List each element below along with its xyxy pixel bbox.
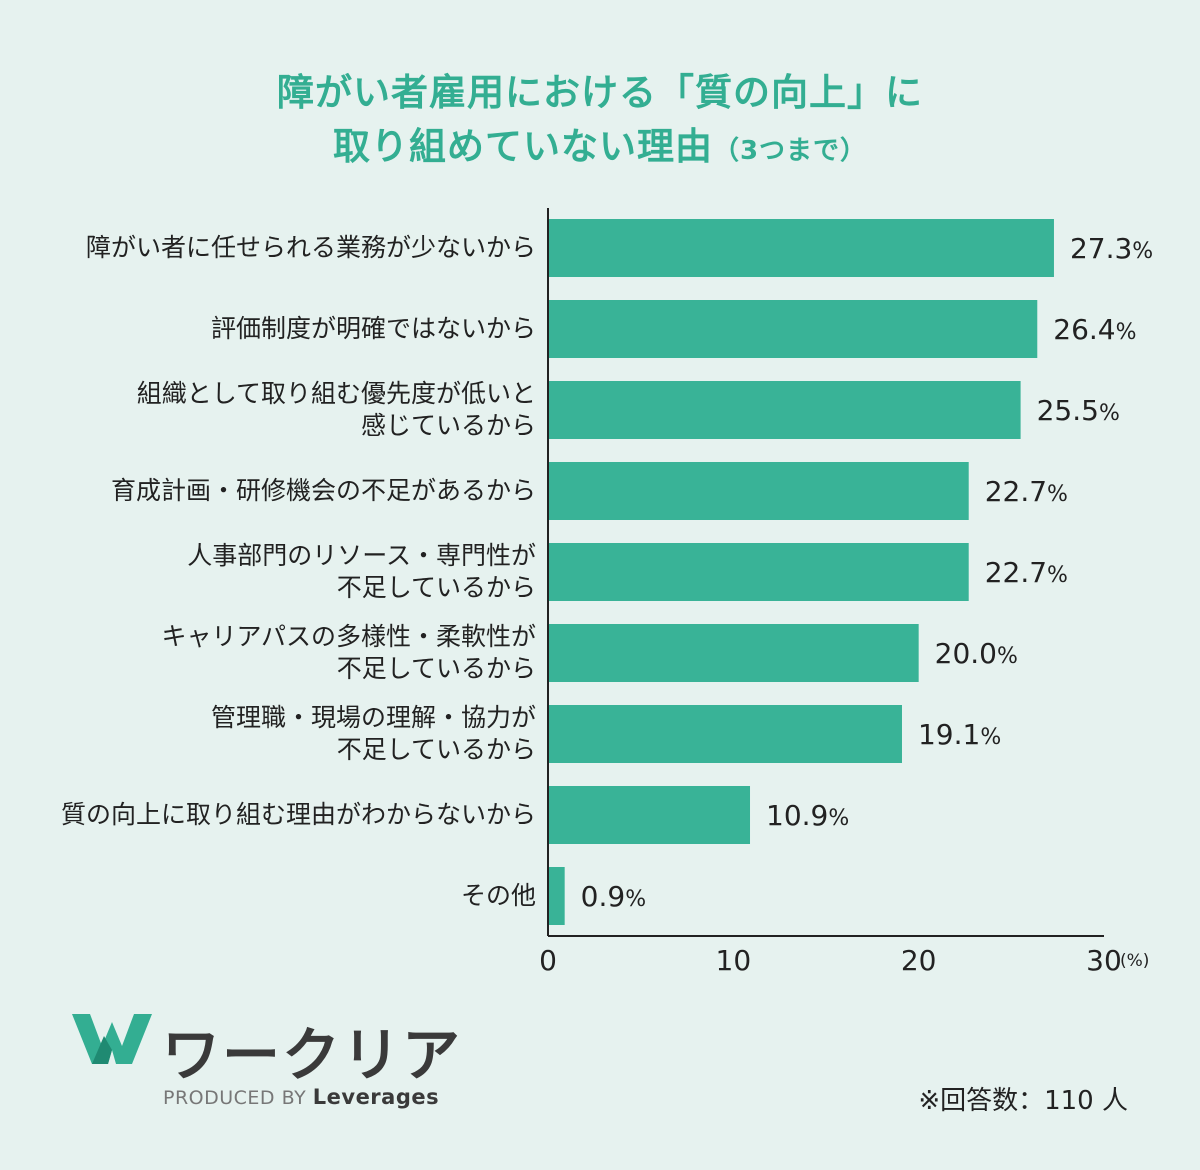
data-label: 10.9% [766,799,849,832]
category-label: 人事部門のリソース・専門性が不足しているから [16,540,536,604]
category-label: 組織として取り組む優先度が低いと感じているから [16,378,536,442]
x-tick-label: 10 [716,944,752,977]
chart-title-line1: 障がい者雇用における「質の向上」に [277,71,923,114]
category-label-line: 質の向上に取り組む理由がわからないから [60,800,536,829]
data-label-value: 19.1 [918,718,980,751]
bar [548,300,1038,358]
category-label-line: 不足しているから [336,735,536,764]
category-label: キャリアパスの多様性・柔軟性が不足しているから [16,621,536,685]
x-tick-label: 0 [539,944,557,977]
category-label-line: 組織として取り組む優先度が低いと [136,379,536,408]
category-label-line: 不足しているから [336,573,536,602]
data-label-unit: % [1116,320,1137,345]
category-label-line: 不足しているから [336,654,536,683]
bar [548,543,969,601]
category-label-line: 障がい者に任せられる業務が少ないから [85,233,536,262]
category-label-line: 感じているから [360,411,536,440]
data-label-value: 22.7 [985,556,1047,589]
data-label: 25.5% [1037,394,1120,427]
data-label: 22.7% [985,475,1068,508]
data-label: 19.1% [918,718,1001,751]
category-label-line: 管理職・現場の理解・協力が [210,703,536,732]
data-label: 20.0% [935,637,1018,670]
bar [548,786,751,844]
chart-title-note: （3つまで） [712,136,868,166]
workclear-logo-icon [72,1014,152,1064]
company-name: Leverages [312,1085,440,1109]
data-label-unit: % [997,644,1018,669]
category-label: 管理職・現場の理解・協力が不足しているから [16,702,536,766]
data-label-value: 10.9 [766,799,828,832]
x-axis-unit: (%) [1120,951,1149,971]
bar [548,381,1021,439]
data-label-unit: % [980,725,1001,750]
data-label-unit: % [828,806,849,831]
data-label-unit: % [1047,563,1068,588]
data-label-value: 25.5 [1037,394,1099,427]
category-label: その他 [16,880,536,912]
category-label: 質の向上に取り組む理由がわからないから [16,799,536,831]
data-label-value: 27.3 [1070,232,1132,265]
x-tick-label: 30 [1086,944,1122,977]
data-label: 0.9% [581,880,646,913]
brand-name: ワークリア [162,1021,463,1089]
data-label-value: 20.0 [935,637,997,670]
data-label-value: 22.7 [985,475,1047,508]
produced-by-label: PRODUCED BY [163,1087,307,1109]
category-label-line: 評価制度が明確ではないから [210,314,536,343]
bar [548,219,1054,277]
data-label: 26.4% [1053,313,1136,346]
produced-by: PRODUCED BY Leverages [163,1085,439,1109]
chart-title-main: 取り組めていない理由 [332,125,713,168]
category-label-line: その他 [460,881,536,910]
category-label: 障がい者に任せられる業務が少ないから [16,232,536,264]
category-label-line: 人事部門のリソース・専門性が [187,541,536,570]
data-label: 27.3% [1070,232,1153,265]
data-label-value: 26.4 [1053,313,1115,346]
bar [548,705,902,763]
bar [548,867,565,925]
data-label-unit: % [1047,482,1068,507]
response-count-note: ※回答数：110 人 [918,1086,1128,1116]
data-label-unit: % [1099,401,1120,426]
bar [548,624,919,682]
category-label-line: キャリアパスの多様性・柔軟性が [161,622,536,651]
category-label-line: 育成計画・研修機会の不足があるから [110,476,536,505]
data-label-unit: % [625,887,646,912]
data-label: 22.7% [985,556,1068,589]
data-label-unit: % [1132,239,1153,264]
category-label: 育成計画・研修機会の不足があるから [16,475,536,507]
category-label: 評価制度が明確ではないから [16,313,536,345]
data-label-value: 0.9 [581,880,626,913]
x-tick-label: 20 [901,944,937,977]
chart-title-line2: 取り組めていない理由（3つまで） [0,116,1200,170]
bar-chart: 27.3%26.4%25.5%22.7%22.7%20.0%19.1%10.9%… [539,208,1153,977]
bar [548,462,969,520]
